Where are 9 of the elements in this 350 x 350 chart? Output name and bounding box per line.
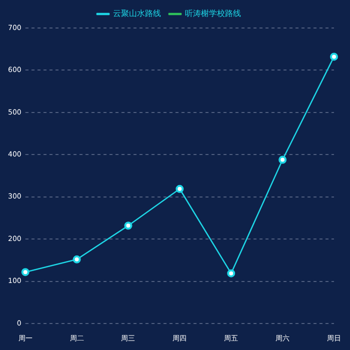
- point: [176, 184, 184, 193]
- point: [72, 255, 81, 264]
- legend-label: 听涛榭学校路线: [185, 9, 241, 18]
- point: [124, 222, 132, 230]
- point: [21, 268, 30, 276]
- point: [330, 52, 338, 61]
- legend-label: 云聚山水路线: [113, 9, 161, 18]
- point: [278, 156, 287, 164]
- point: [227, 269, 236, 278]
